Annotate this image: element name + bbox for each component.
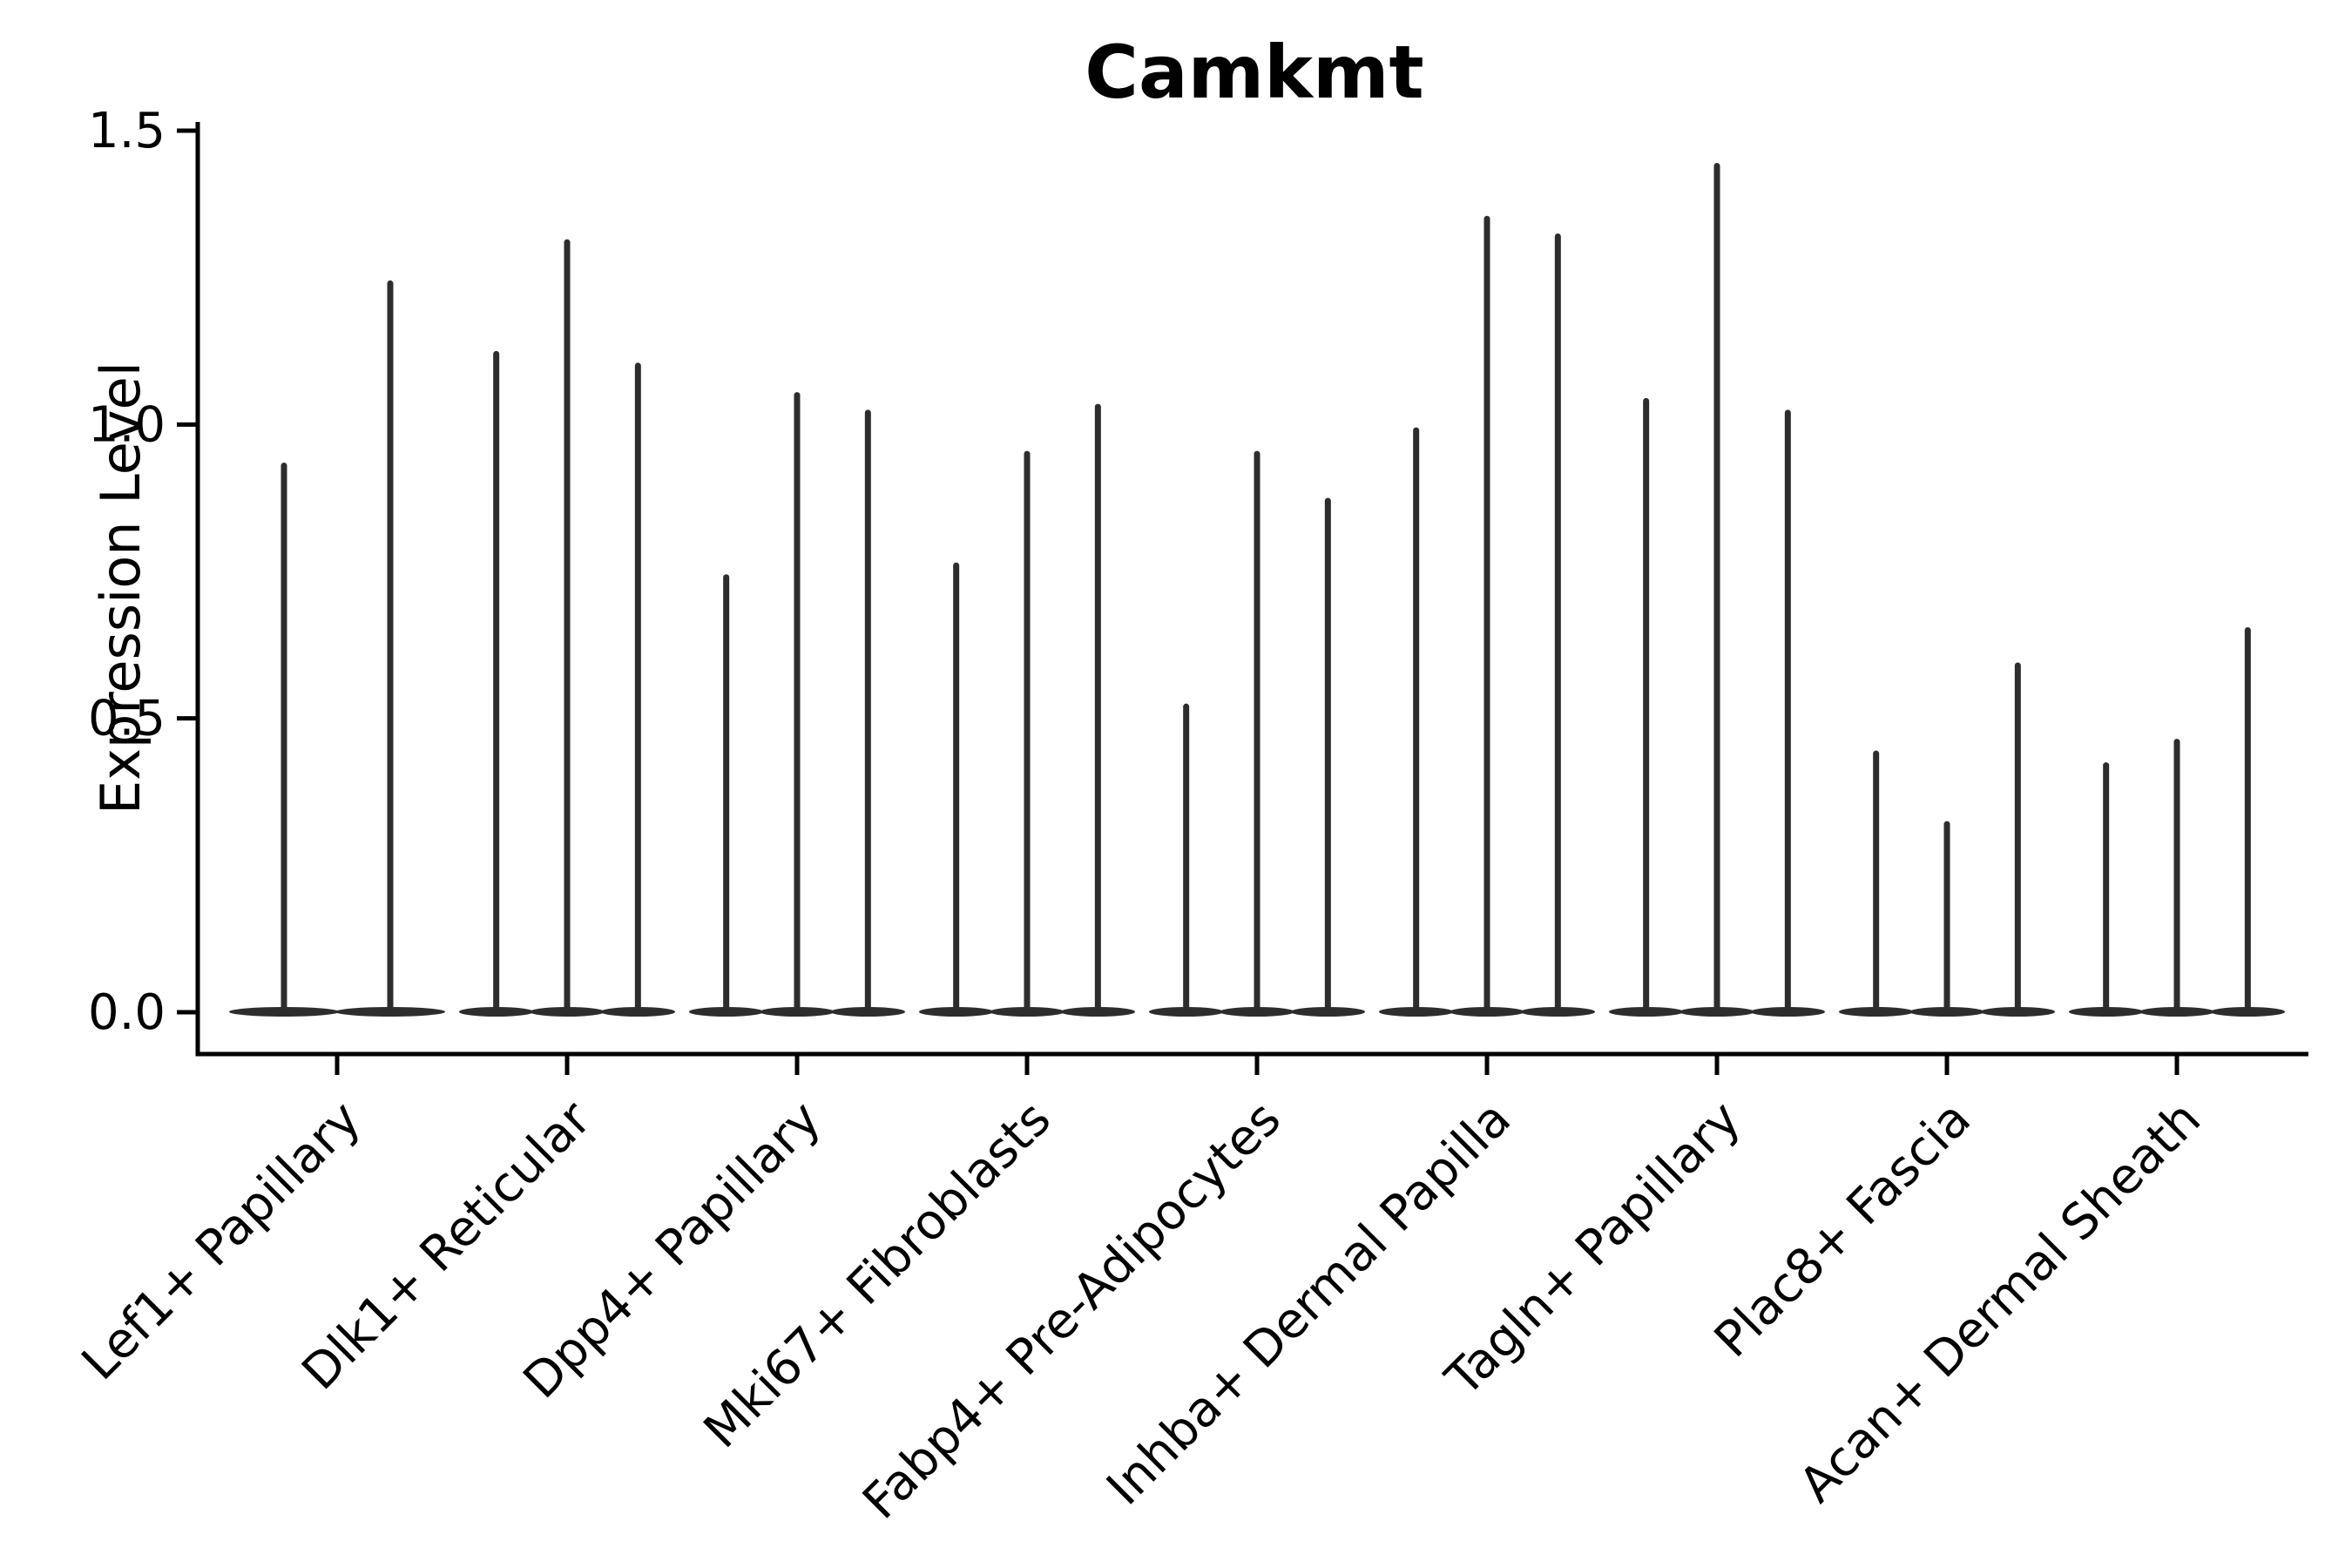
y-axis-title: Expression Level	[89, 362, 152, 814]
chart-title: Camkmt	[1085, 30, 1423, 115]
violins-layer	[229, 162, 2285, 1017]
y-tick-label: 0.0	[88, 984, 166, 1041]
x-tick-label: Acan+ Dermal Sheath	[1788, 1091, 2212, 1514]
y-tick-label: 0.5	[88, 691, 166, 747]
y-tick-label: 1.5	[88, 103, 166, 159]
x-tick-label: Inhba+ Dermal Papilla	[1096, 1091, 1522, 1517]
y-axis-ticks: 0.0 0.5 1.0 1.5	[88, 103, 198, 1041]
x-tick-label: Fabp4+ Pre-Adipocytes	[852, 1091, 1292, 1531]
axis-spines	[195, 122, 2308, 1057]
y-tick-label: 1.0	[88, 396, 166, 453]
